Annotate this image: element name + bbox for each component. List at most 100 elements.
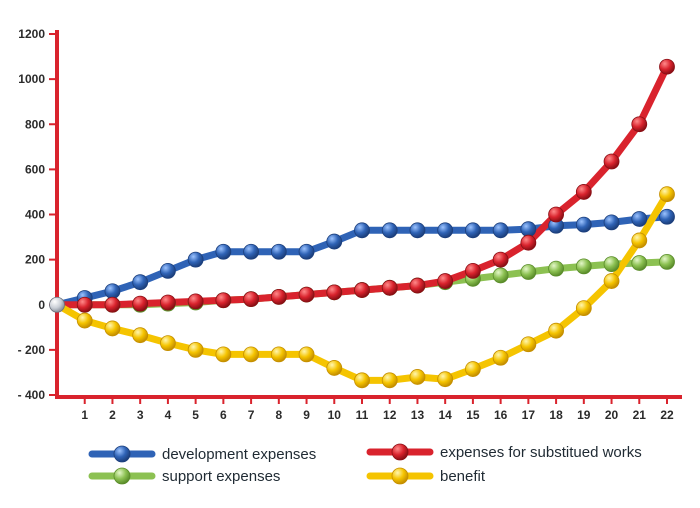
x-axis-ticks: 1 2 3 4 5 6 7 8 9 10 11 12 13 14 15 16 17 18 19 20 21 22 (81, 397, 674, 422)
legend-swatch-yellow (366, 467, 434, 485)
legend-label: support expenses (162, 467, 281, 485)
data-point-development-expenses (575, 216, 592, 233)
legend-swatch-green (88, 467, 156, 485)
y-tick-label: - 400 (18, 388, 46, 402)
data-point-benefit (132, 327, 149, 344)
legend-label: development expenses (162, 445, 317, 463)
x-tick-label: 14 (439, 408, 453, 422)
data-point-benefit (326, 360, 343, 376)
data-point-development-expenses (215, 243, 232, 260)
x-tick-label: 4 (165, 408, 172, 422)
data-point-expenses-for-substitued-works (437, 273, 454, 289)
x-tick-label: 2 (109, 408, 116, 422)
data-point-benefit (270, 346, 287, 363)
x-tick-label: 7 (248, 408, 255, 422)
data-point-development-expenses (132, 274, 149, 291)
data-point-development-expenses (354, 222, 370, 239)
data-point-expenses-for-substitued-works (575, 184, 592, 200)
data-point-support-expenses (492, 267, 509, 284)
legend-label: expenses for substitued works (440, 443, 642, 461)
data-point-development-expenses (659, 208, 675, 225)
data-point-expenses-for-substitued-works (326, 284, 343, 301)
y-tick-label: 600 (25, 162, 45, 176)
data-point-development-expenses (104, 283, 121, 300)
x-tick-label: 22 (660, 408, 674, 422)
data-point-benefit (659, 186, 675, 203)
data-point-development-expenses (187, 251, 204, 268)
x-tick-label: 20 (605, 408, 619, 422)
data-point-benefit (215, 346, 232, 363)
x-tick-label: 6 (220, 408, 227, 422)
data-point-benefit (243, 346, 259, 363)
data-point-expenses-for-substitued-works (603, 153, 620, 170)
data-point-benefit (354, 372, 370, 389)
data-point-expenses-for-substitued-works (465, 263, 481, 279)
data-point-expenses-for-substitued-works (215, 292, 232, 309)
x-tick-label: 5 (192, 408, 199, 422)
y-axis-ticks: 1200 1000 800 600 400 200 0 - 200 - 400 (18, 27, 57, 402)
data-point-benefit (465, 361, 481, 377)
data-point-expenses-for-substitued-works (381, 279, 398, 296)
data-point-benefit (631, 232, 648, 249)
data-point-development-expenses (298, 243, 315, 260)
x-tick-label: 11 (356, 408, 369, 422)
data-point-benefit (104, 320, 121, 337)
data-point-expenses-for-substitued-works (354, 282, 370, 298)
data-point-development-expenses (270, 243, 287, 260)
data-point-expenses-for-substitued-works (243, 291, 259, 308)
data-point-expenses-for-substitued-works (492, 251, 509, 268)
data-point-benefit (575, 300, 592, 317)
y-tick-label: 0 (38, 298, 45, 312)
data-point-development-expenses (603, 214, 620, 231)
legend-swatch-red (366, 443, 434, 461)
data-point-expenses-for-substitued-works (104, 296, 121, 313)
data-point-benefit (492, 349, 509, 366)
x-tick-label: 18 (549, 408, 563, 422)
y-tick-label: 1000 (18, 72, 45, 86)
data-point-benefit (298, 346, 315, 363)
x-tick-label: 21 (633, 408, 647, 422)
y-tick-label: 400 (25, 208, 45, 222)
y-tick-label: 800 (25, 117, 45, 131)
legend-item-support-expenses[interactable]: support expenses (88, 464, 280, 488)
data-point-development-expenses (465, 222, 481, 239)
data-point-benefit (187, 341, 204, 358)
data-point-expenses-for-substitued-works (132, 295, 149, 312)
y-tick-label: - 200 (18, 343, 46, 357)
data-point-expenses-for-substitued-works (659, 58, 675, 75)
data-point-benefit (437, 371, 454, 388)
data-point-support-expenses (659, 253, 675, 270)
legend-item-expenses-for-substitued-works[interactable]: expenses for substitued works (366, 440, 642, 464)
data-point-support-expenses (631, 255, 648, 271)
legend-item-benefit[interactable]: benefit (366, 464, 485, 488)
data-point-support-expenses (603, 256, 620, 273)
data-point-development-expenses (381, 222, 398, 239)
data-point-expenses-for-substitued-works (548, 206, 564, 223)
x-tick-label: 19 (577, 408, 591, 422)
x-tick-label: 12 (383, 408, 397, 422)
data-point-expenses-for-substitued-works (187, 293, 204, 310)
data-point-benefit (76, 312, 93, 329)
x-tick-label: 15 (466, 408, 480, 422)
data-point-development-expenses (409, 222, 426, 239)
legend-label: benefit (440, 467, 486, 485)
data-point-expenses-for-substitued-works (631, 116, 648, 133)
legend-swatch-blue (88, 445, 156, 463)
x-tick-label: 9 (303, 408, 310, 422)
data-point-expenses-for-substitued-works (409, 277, 426, 294)
x-tick-label: 3 (137, 408, 144, 422)
data-point-benefit (548, 322, 564, 339)
data-point-expenses-for-substitued-works (298, 286, 315, 303)
data-point-support-expenses (520, 264, 537, 280)
data-point-benefit (603, 273, 620, 289)
data-point-development-expenses (492, 222, 509, 239)
data-point-benefit (409, 369, 426, 385)
legend-item-development-expenses[interactable]: development expenses (88, 442, 316, 466)
data-point-development-expenses (160, 263, 176, 279)
data-point-development-expenses (631, 211, 648, 227)
x-tick-label: 1 (81, 408, 88, 422)
data-point-support-expenses (548, 260, 564, 277)
data-point-development-expenses (520, 221, 537, 238)
data-point-development-expenses (243, 243, 259, 260)
data-point-development-expenses (437, 222, 454, 239)
